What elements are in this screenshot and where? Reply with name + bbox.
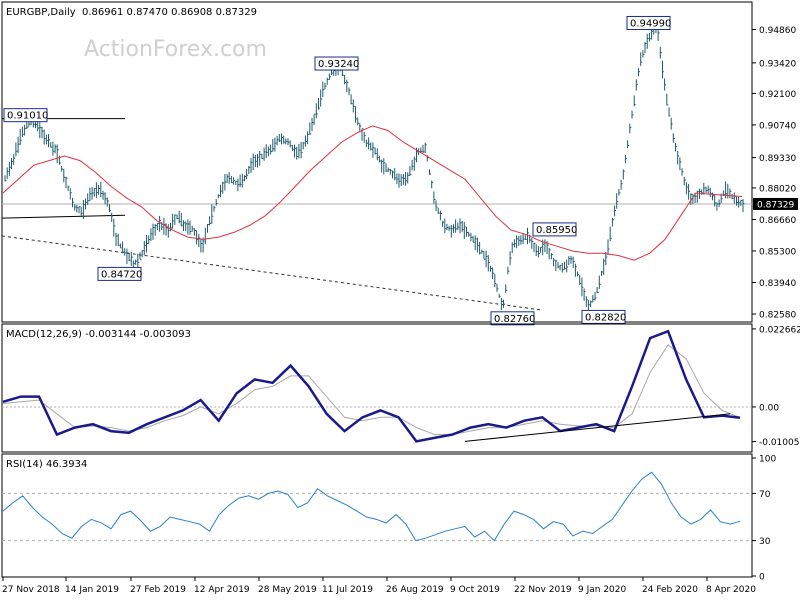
x-tick-label: 12 Apr 2019 [194,585,250,595]
macd-y-axis: 0.022662 0.00 -0.010052 [752,325,800,448]
price-label-box [626,15,671,30]
price-panel-title: EURGBP,Daily [6,7,76,18]
price-panel: EURGBP,Daily 0.86961 0.87470 0.86908 0.8… [1,1,798,326]
y-tick-label: 0.88020 [759,184,796,194]
macd-trendline [464,413,731,442]
price-label: 0.82820 [585,312,626,323]
rsi-panel: RSI(14) 46.3934 100 70 30 0 [1,453,776,583]
y-tick-label: 0.00 [759,403,779,413]
y-tick-label: 0.89330 [759,154,796,164]
price-label-box [97,266,142,281]
x-tick-label: 27 Nov 2018 [2,585,60,595]
x-tick-label: 9 Oct 2019 [450,585,500,595]
rsi-panel-title: RSI(14) 46.3934 [6,459,87,470]
y-tick-label: 0.93420 [759,59,796,69]
x-tick-label: 8 Apr 2020 [706,585,756,595]
x-tick-label: 28 May 2019 [258,585,317,595]
rsi-y-axis: 100 70 30 0 [752,455,776,583]
y-tick-label: 70 [759,490,771,500]
support-line [1,214,126,219]
last-price-marker: 0.87329 [753,197,798,210]
price-label-box [490,311,535,326]
last-price-label: 0.87329 [757,200,794,210]
moving-average-line [2,125,743,261]
x-tick-label: 27 Feb 2019 [130,585,186,595]
y-tick-label: 0.86660 [759,216,796,226]
y-tick-label: 0.83940 [759,279,796,289]
watermark: ActionForex.com [84,37,267,62]
macd-panel-frame [1,323,753,453]
x-tick-label: 11 Jul 2019 [322,585,373,595]
x-tick-label: 26 Aug 2019 [386,585,444,595]
price-label-box [314,56,359,71]
price-label: 0.85950 [536,225,577,236]
x-tick-label: 24 Feb 2020 [642,585,698,595]
price-label-box [581,309,626,324]
y-tick-label: 0.022662 [759,325,800,335]
price-panel-frame [1,1,753,323]
x-tick-label: 9 Jan 2020 [578,585,626,595]
y-tick-label: 0 [759,573,765,583]
price-label-box [3,108,48,123]
last-price-tag [753,197,798,210]
macd-panel: MACD(12,26,9) -0.003144 -0.003093 0.0226… [1,323,800,453]
price-label: 0.91010 [7,111,48,122]
y-tick-label: 0.82580 [759,310,796,320]
y-tick-label: 30 [759,537,771,547]
price-label: 0.93240 [318,59,359,70]
y-tick-label: 0.85300 [759,247,796,257]
y-tick-label: -0.010052 [759,438,800,448]
rsi-line [2,471,741,542]
y-tick-label: 100 [759,455,776,465]
price-label: 0.94990 [630,18,671,29]
price-label: 0.82760 [494,314,535,325]
price-label-box [532,222,577,237]
macd-line [2,329,741,443]
x-tick-label: 22 Nov 2019 [514,585,572,595]
price-labels: 0.91010 0.84720 0.93240 0.82760 0.85950 0.828… [3,15,671,326]
rsi-panel-frame [1,453,753,578]
price-label: 0.84720 [101,269,142,280]
macd-lines [2,329,752,443]
price-trendline [1,235,541,311]
macd-panel-title: MACD(12,26,9) -0.003144 -0.003093 [6,329,191,340]
y-tick-label: 0.90740 [759,121,796,131]
y-tick-label: 0.92100 [759,90,796,100]
price-ohlc-header: 0.86961 0.87470 0.86908 0.87329 [82,7,257,18]
x-axis: 27 Nov 2018 14 Jan 2019 27 Feb 2019 12 Apr … [2,577,756,595]
y-tick-label: 0.94860 [759,26,796,36]
rsi-lines [2,471,752,542]
price-y-axis: 0.94860 0.93420 0.92100 0.90740 0.89330 0.880… [752,26,796,320]
x-tick-label: 14 Jan 2019 [65,585,119,595]
price-lines [1,21,752,316]
